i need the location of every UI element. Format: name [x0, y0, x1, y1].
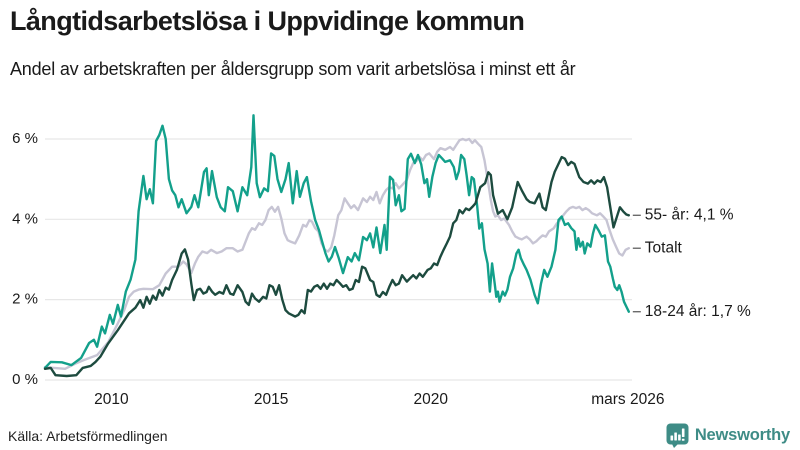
brand-name: Newsworthy	[694, 426, 790, 444]
y-axis-label-6: 6 %	[12, 130, 38, 147]
legend-label-18-24-år: 18-24 år: 1,7 %	[645, 303, 751, 320]
y-axis-label-4: 4 %	[12, 210, 38, 227]
x-axis-label-2010: 2010	[94, 391, 129, 408]
y-axis-label-0: 0 %	[12, 371, 38, 388]
series-line-55--år	[43, 155, 630, 378]
x-axis-label-2020: 2020	[414, 391, 449, 408]
x-axis-label-2015: 2015	[254, 391, 288, 408]
chart-subtitle: Andel av arbetskraften per åldersgrupp s…	[10, 59, 576, 79]
x-axis-label-mars-2026: mars 2026	[591, 391, 664, 408]
series-line-Totalt	[43, 137, 630, 370]
brand-footer: Newsworthy	[666, 423, 790, 448]
source-note: Källa: Arbetsförmedlingen	[8, 428, 168, 444]
series-line-18-24-år	[43, 114, 630, 370]
y-axis-label-2: 2 %	[12, 291, 38, 308]
legend-label-55--år: 55- år: 4,1 %	[645, 206, 734, 223]
legend-label-Totalt: Totalt	[645, 239, 683, 256]
chart-title: Långtidsarbetslösa i Uppvidinge kommun	[10, 6, 525, 36]
newsworthy-logo-icon	[666, 423, 689, 448]
